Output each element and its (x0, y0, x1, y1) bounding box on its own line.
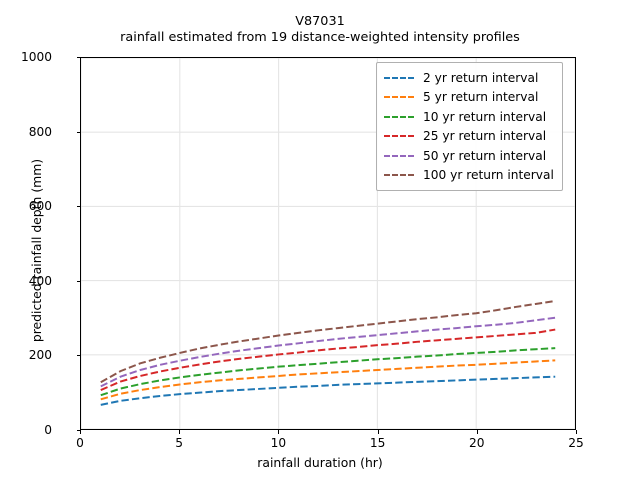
y-tick-label: 200 (28, 348, 52, 363)
x-tick-label: 10 (270, 436, 287, 450)
legend-swatch-icon (384, 115, 414, 118)
legend-label: 50 yr return interval (423, 148, 547, 163)
series-lines (100, 300, 556, 406)
x-tick-mark (80, 430, 82, 434)
legend-swatch-icon (384, 174, 414, 177)
legend-label: 100 yr return interval (423, 168, 554, 183)
legend-swatch-icon (384, 96, 414, 99)
legend-item[interactable]: 25 yr return interval (384, 127, 554, 147)
chart-subtitle: rainfall estimated from 19 distance-weig… (120, 29, 520, 45)
x-tick-label: 5 (175, 436, 184, 450)
x-tick-label: 15 (369, 436, 386, 450)
series-line (100, 300, 556, 384)
y-tick-label: 1000 (20, 50, 52, 64)
x-tick-mark (576, 430, 578, 434)
legend-swatch-icon (384, 135, 414, 138)
legend-swatch-icon (384, 76, 414, 79)
legend-item[interactable]: 10 yr return interval (384, 107, 554, 127)
y-tick-label: 800 (28, 124, 52, 139)
series-line (100, 375, 556, 406)
series-line (100, 347, 556, 397)
legend-label: 2 yr return interval (423, 70, 539, 85)
y-tick-mark (76, 430, 80, 432)
legend-item[interactable]: 5 yr return interval (384, 88, 554, 108)
y-tick-label: 600 (28, 199, 52, 214)
legend-item[interactable]: 2 yr return interval (384, 68, 554, 88)
y-tick-mark (76, 131, 80, 133)
y-tick-mark (76, 280, 80, 282)
series-line (100, 316, 556, 388)
x-tick-mark (179, 430, 181, 434)
series-line (100, 359, 556, 401)
series-line (100, 328, 556, 391)
x-tick-label: 20 (469, 436, 485, 450)
x-axis-label: rainfall duration (hr) (257, 455, 383, 470)
y-tick-label: 400 (28, 273, 52, 288)
chart-legend: 2 yr return interval 5 yr return interval… (376, 62, 563, 191)
y-tick-mark (76, 355, 80, 357)
legend-item[interactable]: 50 yr return interval (384, 146, 554, 166)
legend-item[interactable]: 100 yr return interval (384, 166, 554, 186)
x-tick-mark (476, 430, 478, 434)
x-tick-mark (278, 430, 280, 434)
legend-label: 5 yr return interval (423, 90, 539, 105)
x-tick-label: 25 (568, 436, 584, 450)
x-tick-mark (377, 430, 379, 434)
y-tick-mark (76, 206, 80, 208)
legend-label: 10 yr return interval (423, 109, 547, 124)
y-tick-mark (76, 57, 80, 59)
x-tick-label: 0 (76, 436, 84, 450)
y-tick-label: 0 (44, 423, 52, 437)
chart-title: V87031 (295, 14, 345, 29)
legend-swatch-icon (384, 154, 414, 157)
y-axis-label: predicted rainfall depth (mm) (29, 158, 44, 343)
legend-label: 25 yr return interval (423, 129, 547, 144)
chart-title-block: V87031 rainfall estimated from 19 distan… (0, 14, 640, 45)
